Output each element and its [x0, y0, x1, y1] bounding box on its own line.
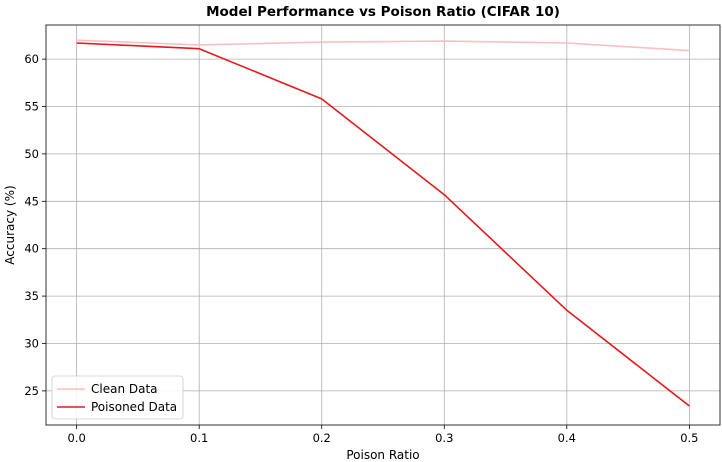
series-lines: [76, 39, 690, 407]
legend-label: Clean Data: [91, 382, 158, 396]
y-tick-label: 55: [24, 100, 39, 114]
series-line-clean-data: [76, 39, 690, 52]
legend-box: [51, 375, 184, 420]
plot-frame: [45, 24, 721, 426]
x-tick-label: 0.2: [313, 431, 331, 445]
y-tick-label: 40: [24, 242, 39, 256]
series-line-poisoned-data: [76, 42, 690, 407]
x-axis-label: Poison Ratio: [346, 448, 419, 462]
y-tick-label: 60: [24, 52, 39, 66]
y-tick-label: 35: [24, 289, 39, 303]
chart-title: Model Performance vs Poison Ratio (CIFAR…: [206, 4, 560, 20]
x-tick-label: 0.4: [558, 431, 576, 445]
y-axis-label: Accuracy (%): [3, 185, 17, 264]
axis-ticks: 0.0 0.1 0.2 0.3 0.4 0.5 25 30 35 40 45 50 55 60: [24, 52, 698, 445]
y-tick-label: 30: [24, 336, 39, 350]
legend-label: Poisoned Data: [91, 400, 177, 414]
y-tick-label: 45: [24, 194, 39, 208]
x-tick-label: 0.3: [435, 431, 453, 445]
x-tick-label: 0.0: [67, 431, 85, 445]
grid: [46, 25, 720, 425]
x-tick-label: 0.1: [190, 431, 208, 445]
y-tick-label: 25: [24, 384, 39, 398]
x-tick-label: 0.5: [680, 431, 698, 445]
legend: Clean Data Poisoned Data: [51, 375, 184, 420]
y-tick-label: 50: [24, 147, 39, 161]
